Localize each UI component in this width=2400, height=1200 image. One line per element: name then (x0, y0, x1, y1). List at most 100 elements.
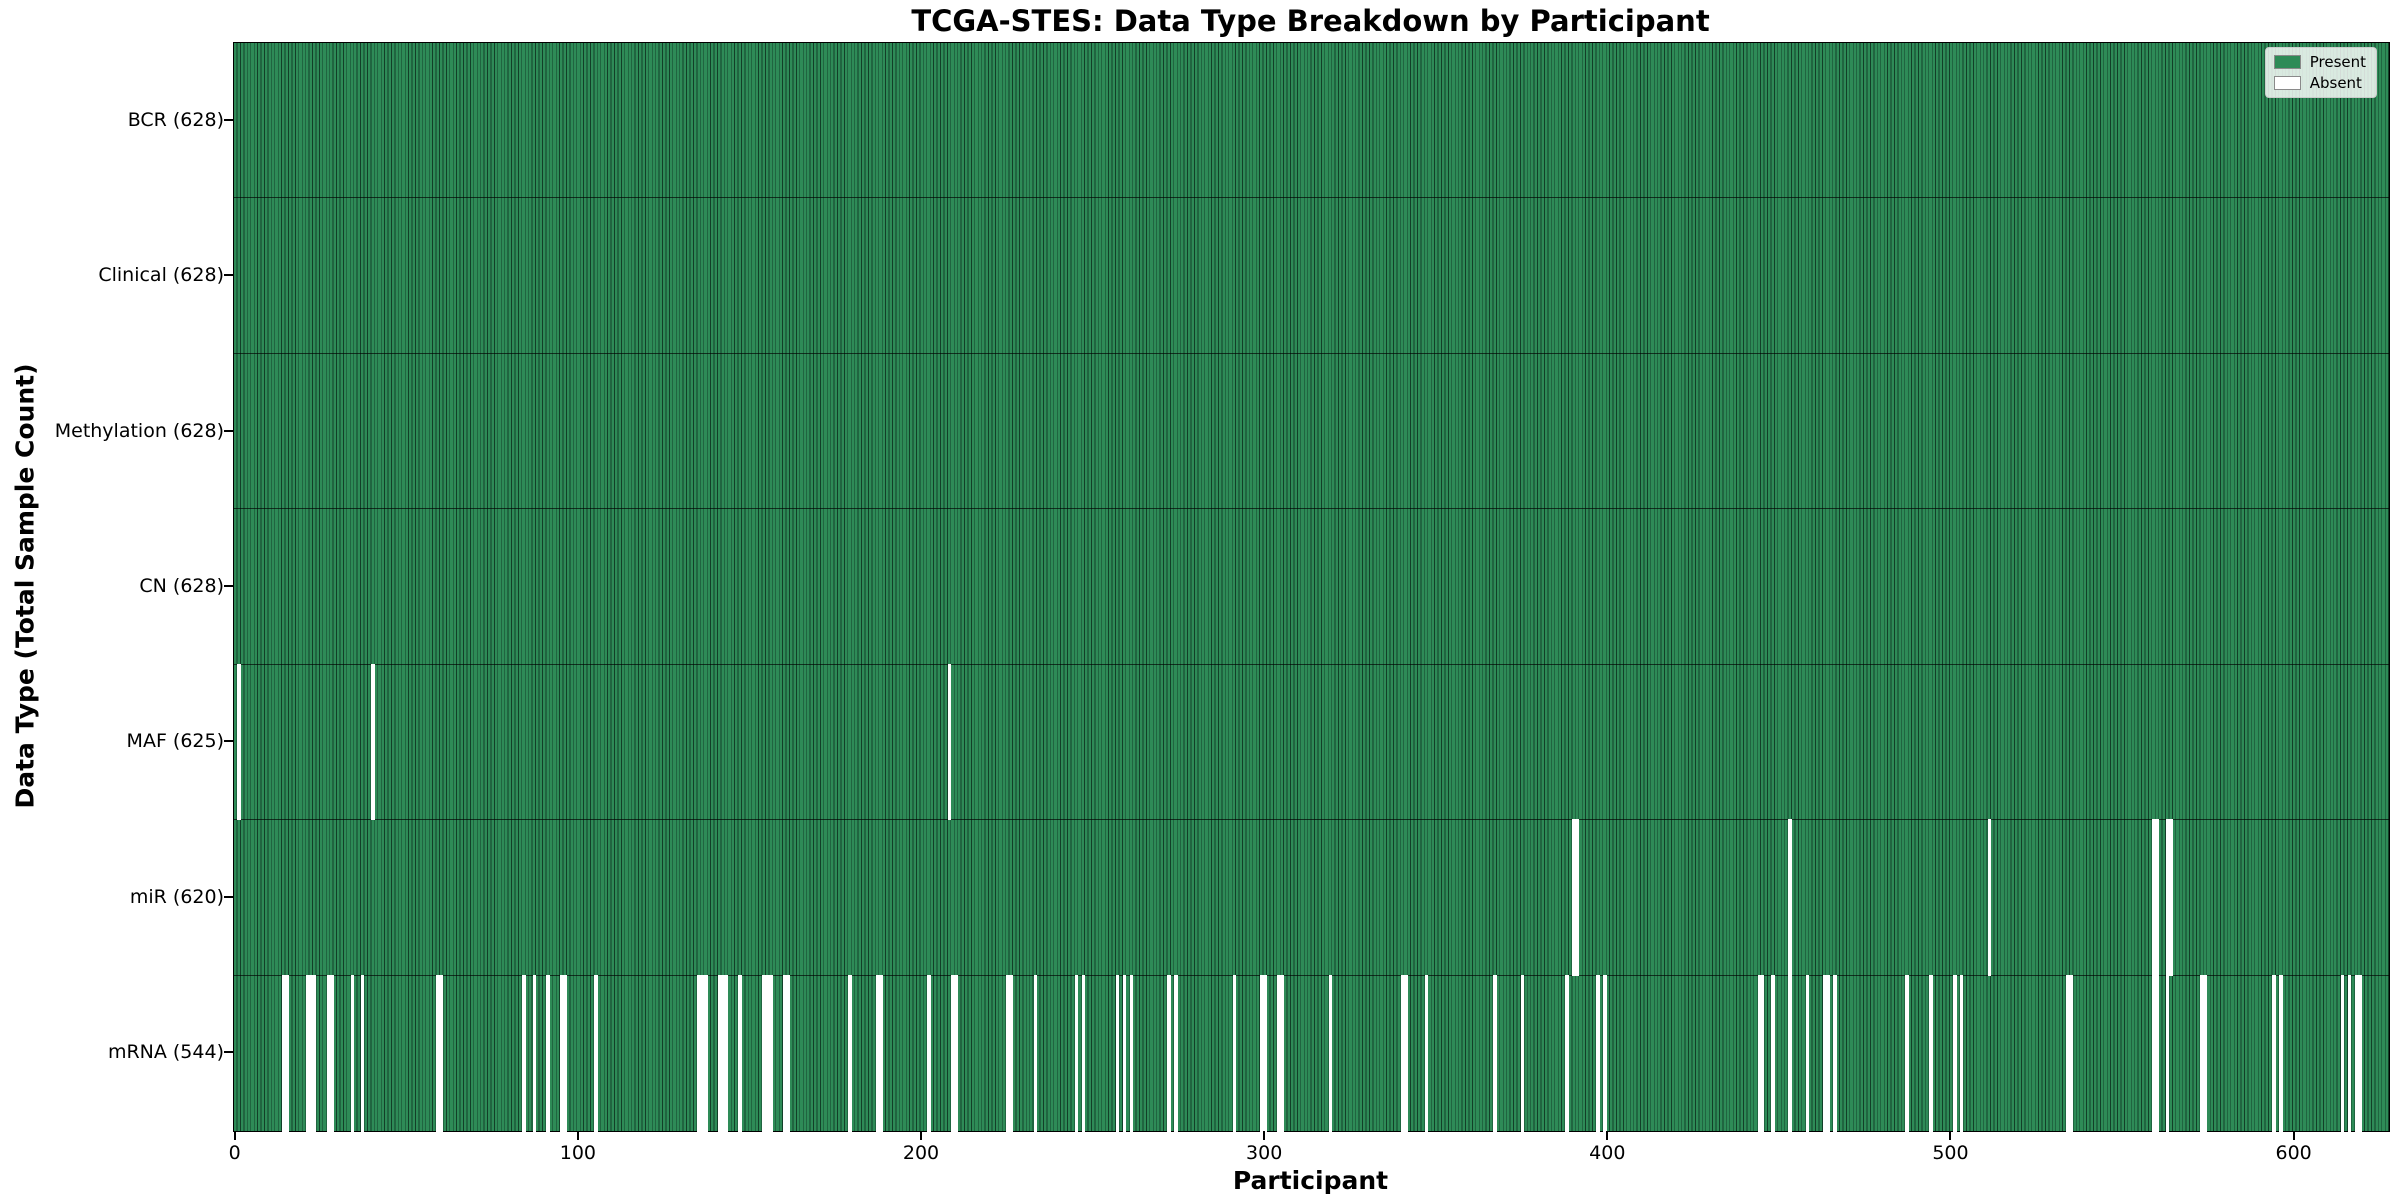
x-tick-label: 100 (559, 1142, 596, 1164)
absent-gap (2066, 974, 2070, 1132)
absent-gap (769, 974, 773, 1132)
absent-gap (2165, 974, 2170, 1132)
absent-gap (282, 974, 286, 1132)
absent-gap (563, 974, 567, 1132)
absent-gap (951, 974, 955, 1132)
y-tick-mark (224, 1051, 233, 1054)
absent-gap (1805, 974, 1810, 1132)
chart-title: TCGA-STES: Data Type Breakdown by Partic… (911, 4, 1710, 38)
absent-gap (1400, 974, 1405, 1132)
x-tick-mark (1263, 1131, 1266, 1140)
y-tick-mark (224, 118, 233, 121)
absent-gap (2347, 974, 2352, 1132)
y-tick-mark (224, 740, 233, 743)
absent-gap (717, 974, 722, 1132)
absent-gap (1826, 974, 1830, 1132)
absent-gap (1129, 974, 1134, 1132)
absent-gap (786, 974, 790, 1132)
x-axis-label: Participant (1232, 1166, 1389, 1195)
present-swatch (2273, 55, 2301, 69)
absent-gap (848, 974, 852, 1132)
absent-gap (875, 974, 880, 1132)
absent-gap (1260, 974, 1264, 1132)
y-tick-mark (224, 585, 233, 587)
absent-gap (309, 974, 313, 1132)
data-row-Clinical (234, 198, 2389, 354)
data-row-CN (234, 509, 2389, 665)
y-axis-label: Data Type (Total Sample Count) (10, 363, 40, 809)
absent-gap (2165, 819, 2170, 976)
absent-gap (594, 974, 598, 1132)
absent-gap (765, 974, 770, 1132)
absent-gap (1761, 974, 1765, 1132)
absent-gap (2152, 974, 2156, 1132)
absent-gap (1033, 974, 1037, 1132)
absent-gap (371, 663, 375, 821)
data-row-Methylation (234, 353, 2389, 510)
x-tick-label: 300 (1246, 1142, 1283, 1164)
absent-gap (1006, 974, 1010, 1132)
x-tick-label: 200 (902, 1142, 940, 1164)
legend-item-absent: Absent (2273, 75, 2366, 91)
absent-gap (700, 974, 705, 1132)
absent-gap (237, 663, 241, 821)
x-tick-label: 0 (228, 1142, 241, 1164)
absent-gap (2069, 974, 2074, 1132)
absent-gap (350, 974, 355, 1132)
data-row-BCR (234, 43, 2389, 199)
absent-gap (1263, 974, 1267, 1132)
absent-gap (1074, 974, 1079, 1132)
x-tick-mark (1949, 1131, 1952, 1140)
y-tick-label: BCR (628) (127, 108, 224, 131)
y-tick-mark (224, 429, 233, 432)
absent-gap (1493, 974, 1497, 1132)
absent-gap (2169, 819, 2173, 976)
absent-gap (1953, 974, 1957, 1132)
absent-gap (927, 974, 931, 1132)
absent-gap (546, 974, 550, 1132)
y-tick-label: CN (628) (139, 575, 224, 597)
absent-gap (532, 974, 536, 1132)
absent-gap (2272, 974, 2276, 1132)
absent-gap (954, 974, 959, 1132)
absent-gap (762, 974, 766, 1132)
absent-gap (330, 974, 334, 1132)
legend: Present Absent (2264, 47, 2377, 98)
absent-gap (2354, 974, 2359, 1132)
x-tick-mark (2292, 1131, 2295, 1140)
absent-gap (1167, 974, 1171, 1132)
absent-gap (1404, 974, 1408, 1132)
absent-gap (2200, 974, 2204, 1132)
x-tick-label: 600 (2275, 1142, 2312, 1164)
absent-gap (1960, 974, 1964, 1132)
absent-gap (721, 974, 725, 1132)
absent-gap (1081, 974, 1085, 1132)
absent-gap (326, 974, 331, 1132)
x-tick-mark (576, 1131, 579, 1140)
x-tick-label: 500 (1932, 1142, 1969, 1164)
absent-gap (1572, 819, 1576, 976)
absent-gap (2155, 974, 2160, 1132)
absent-gap (1929, 974, 1933, 1132)
absent-gap (1174, 974, 1178, 1132)
absent-gap (1987, 819, 1991, 976)
plot-area (233, 42, 2390, 1132)
absent-gap (1788, 974, 1792, 1132)
absent-gap (306, 974, 310, 1132)
absent-gap (1822, 974, 1827, 1132)
absent-gap (1009, 974, 1013, 1132)
absent-gap (1575, 819, 1580, 976)
absent-gap (947, 663, 952, 821)
absent-gap (1833, 974, 1837, 1132)
absent-gap (1277, 974, 1281, 1132)
y-tick-mark (224, 895, 233, 898)
legend-item-present: Present (2273, 54, 2366, 70)
absent-gap (1788, 819, 1792, 976)
absent-gap (1115, 974, 1120, 1132)
absent-gap (2279, 974, 2283, 1132)
absent-gap (1280, 974, 1285, 1132)
absent-gap (1603, 974, 1607, 1132)
absent-gap (697, 974, 701, 1132)
x-tick-mark (920, 1131, 923, 1140)
